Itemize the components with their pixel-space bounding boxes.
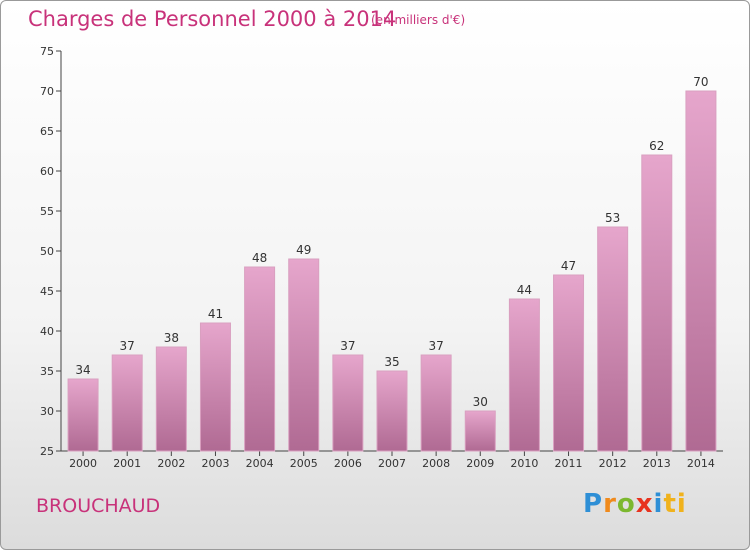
y-tick-label: 45 [40, 285, 54, 298]
x-tick-label: 2003 [201, 457, 229, 470]
data-label: 38 [164, 331, 179, 345]
data-label: 44 [517, 283, 532, 297]
data-label: 41 [208, 307, 223, 321]
y-tick-label: 50 [40, 245, 54, 258]
y-tick-label: 65 [40, 125, 54, 138]
bar [464, 410, 496, 452]
data-label: 62 [649, 139, 664, 153]
bar [288, 258, 320, 452]
x-tick-label: 2001 [113, 457, 141, 470]
x-tick-label: 2007 [378, 457, 406, 470]
x-tick-label: 2004 [246, 457, 274, 470]
x-tick-label: 2013 [643, 457, 671, 470]
bar [508, 298, 540, 452]
data-label: 30 [473, 395, 488, 409]
bar [199, 322, 231, 452]
bar [553, 274, 585, 452]
data-label: 53 [605, 211, 620, 225]
bar [155, 346, 187, 452]
y-tick-label: 25 [40, 445, 54, 458]
chart-data-labels: 34 37 38 41 48 49 37 35 37 30 44 47 53 62 70 [75, 75, 708, 409]
x-tick-label: 2008 [422, 457, 450, 470]
y-tick-label: 30 [40, 405, 54, 418]
x-tick-label: 2002 [157, 457, 185, 470]
y-tick-label: 55 [40, 205, 54, 218]
chart-axes: 25 30 35 40 45 50 55 60 65 70 75 2000 2001 2002 2003 20… [40, 45, 723, 470]
x-tick-label: 2009 [466, 457, 494, 470]
bar [244, 266, 276, 452]
proxiti-logo: Proxiti [583, 489, 687, 519]
bar [67, 378, 99, 452]
data-label: 48 [252, 251, 267, 265]
data-label: 70 [693, 75, 708, 89]
y-tick-label: 75 [40, 45, 54, 58]
y-tick-label: 40 [40, 325, 54, 338]
bar [111, 354, 143, 452]
y-tick-label: 70 [40, 85, 54, 98]
chart-unit: (en milliers d'€) [371, 13, 466, 27]
data-label: 34 [75, 363, 90, 377]
data-label: 47 [561, 259, 576, 273]
data-label: 49 [296, 243, 311, 257]
data-label: 37 [120, 339, 135, 353]
x-tick-label: 2014 [687, 457, 715, 470]
chart-title: Charges de Personnel 2000 à 2014 [28, 7, 397, 31]
bar [685, 90, 717, 452]
bar [641, 154, 673, 452]
commune-name: BROUCHAUD [36, 495, 161, 517]
bar [376, 370, 408, 452]
x-tick-label: 2000 [69, 457, 97, 470]
bar [597, 226, 629, 452]
chart-bars [67, 90, 717, 452]
x-tick-label: 2012 [599, 457, 627, 470]
bar [332, 354, 364, 452]
y-tick-label: 60 [40, 165, 54, 178]
x-tick-label: 2006 [334, 457, 362, 470]
data-label: 35 [384, 355, 399, 369]
y-tick-label: 35 [40, 365, 54, 378]
bar [420, 354, 452, 452]
x-tick-label: 2010 [510, 457, 538, 470]
data-label: 37 [340, 339, 355, 353]
x-tick-label: 2011 [555, 457, 583, 470]
x-tick-label: 2005 [290, 457, 318, 470]
data-label: 37 [428, 339, 443, 353]
